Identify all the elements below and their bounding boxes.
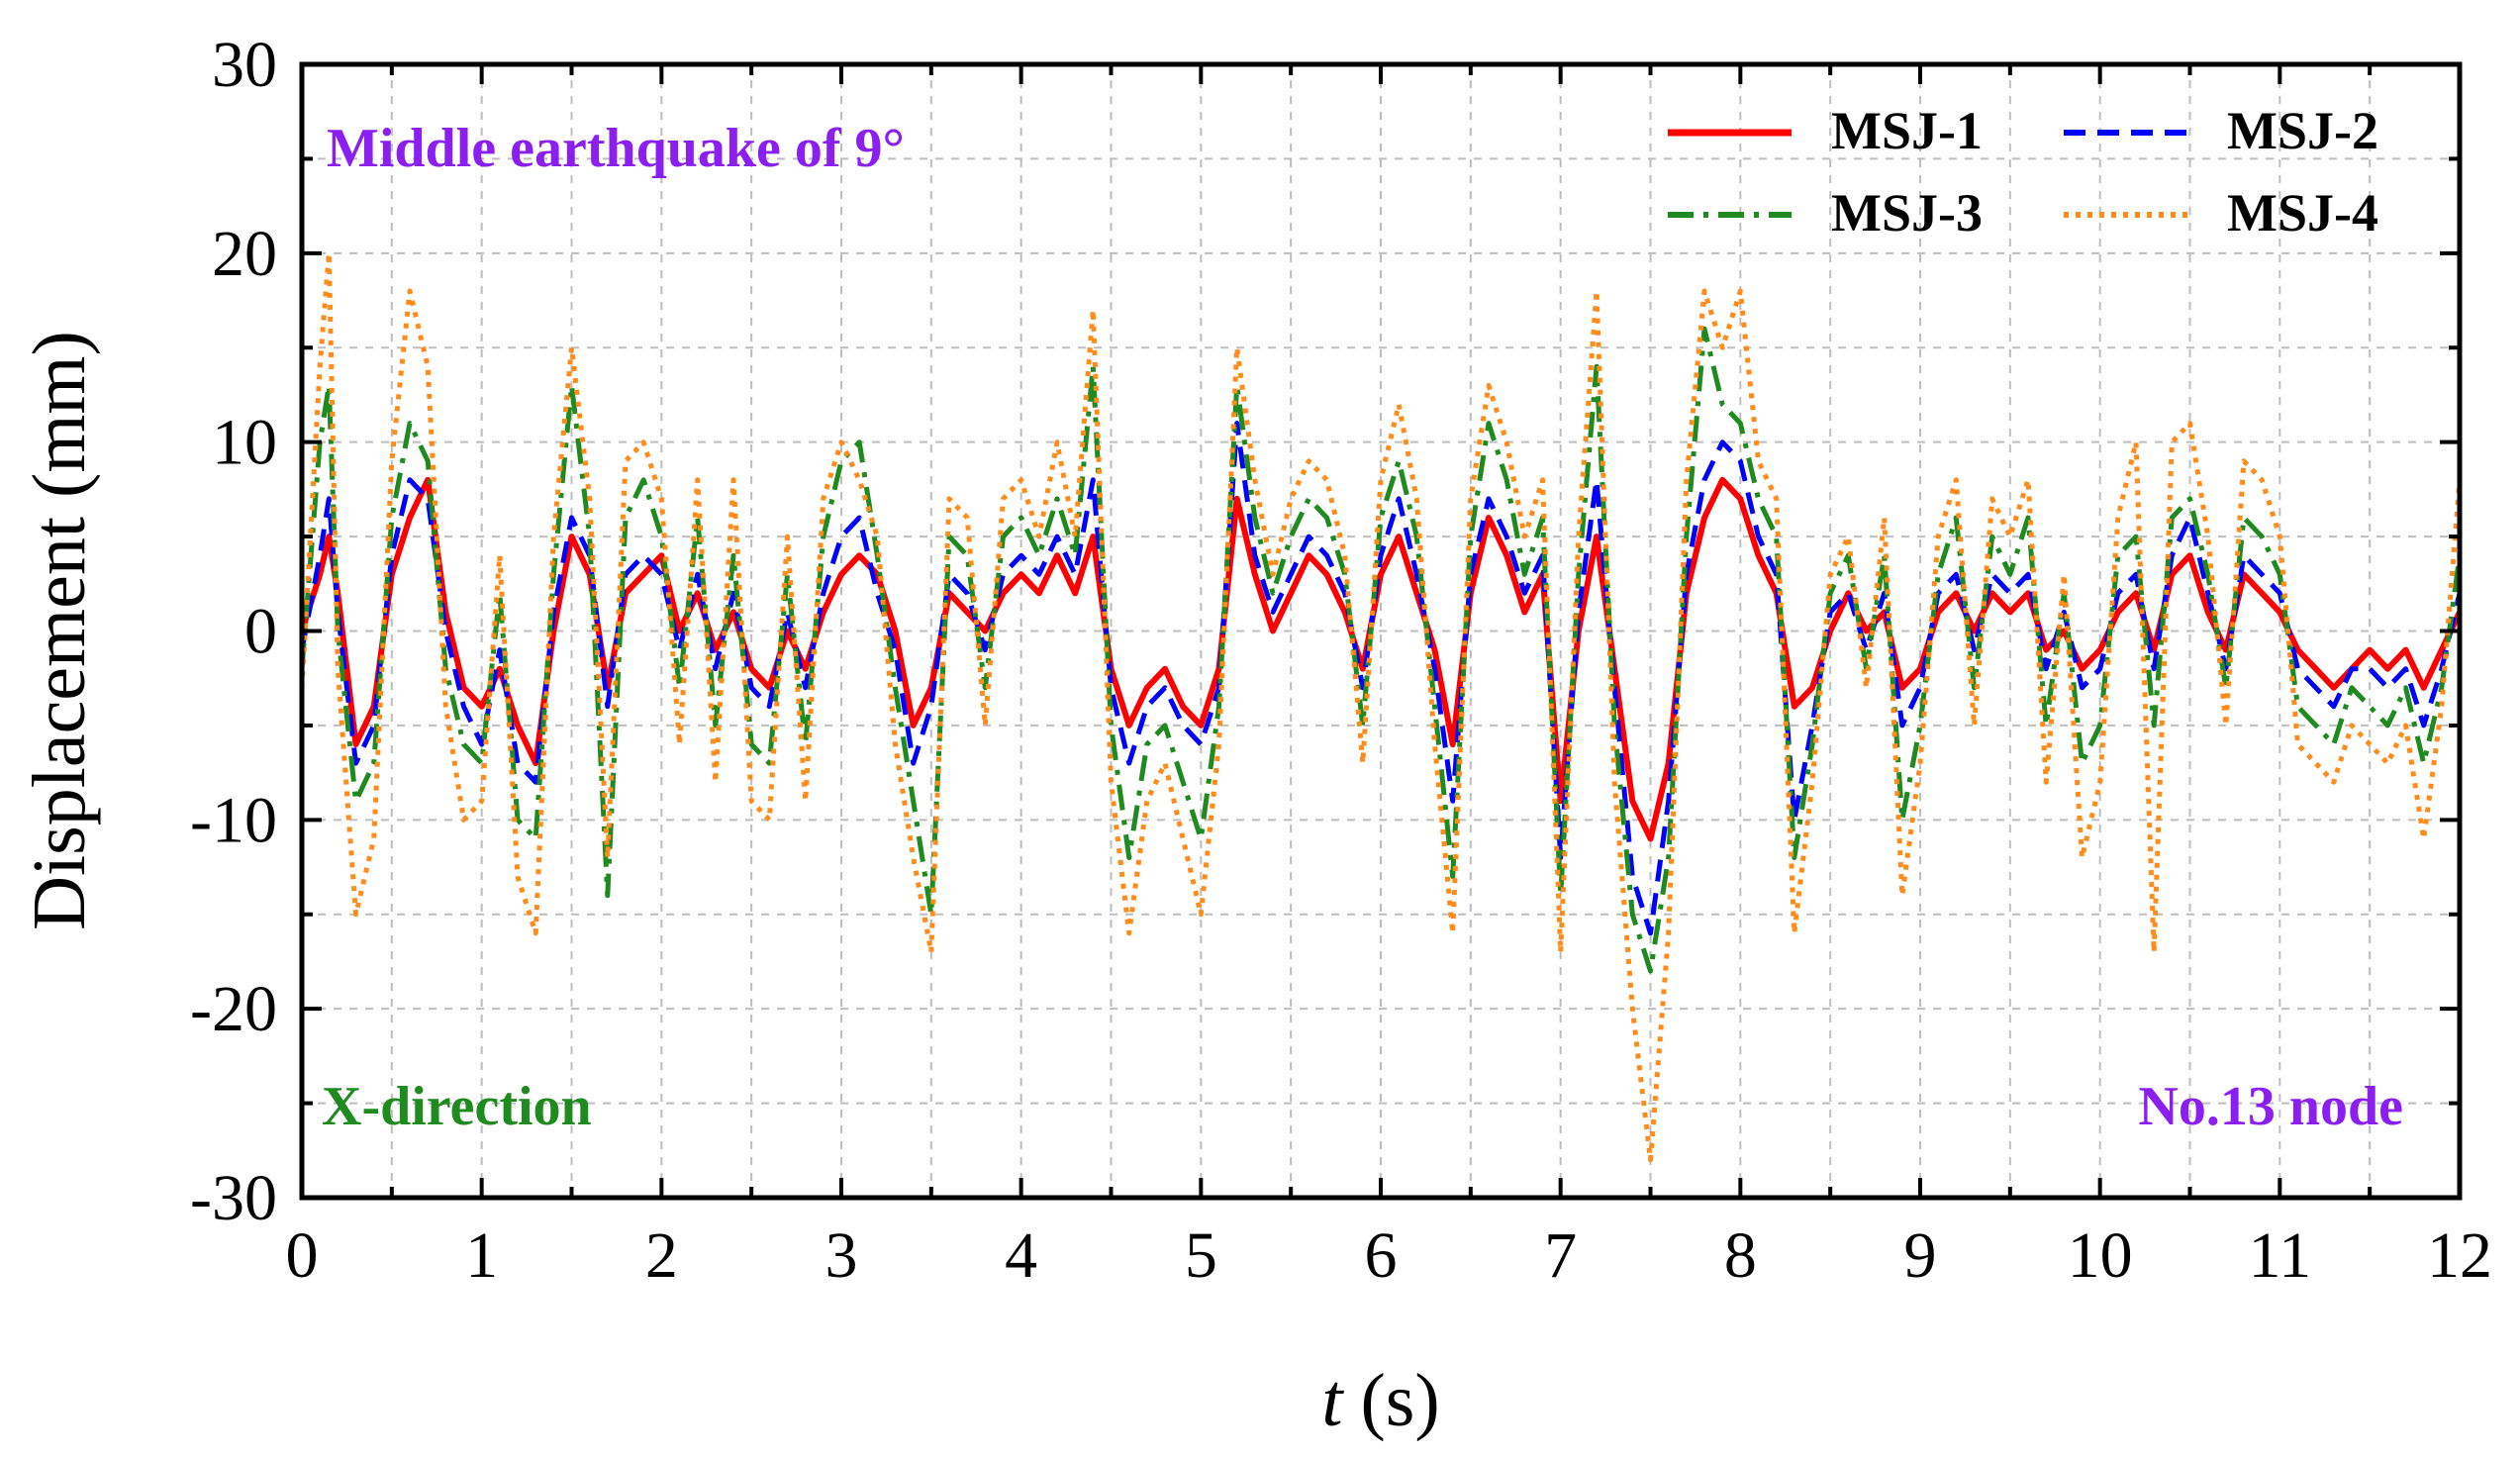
legend-label-msj-3: MSJ-3 [1831, 183, 1983, 243]
annotation-earthquake: Middle earthquake of 9° [327, 118, 905, 179]
y-tick-label: 30 [212, 29, 277, 101]
legend-label-msj-2: MSJ-2 [2227, 101, 2378, 160]
x-axis-title: t (s) [1321, 1359, 1439, 1442]
x-tick-label: 11 [2249, 1219, 2312, 1292]
y-tick-label: -30 [190, 1162, 277, 1234]
x-tick-label: 6 [1365, 1219, 1398, 1292]
y-tick-label: -10 [190, 784, 277, 856]
x-tick-label: 10 [2068, 1219, 2133, 1292]
legend-label-msj-4: MSJ-4 [2227, 183, 2378, 243]
axis-ticks [300, 62, 2462, 1200]
y-axis-title: Displacement (mm) [18, 331, 101, 930]
x-tick-label: 0 [286, 1219, 319, 1292]
x-axis-unit: (s) [1360, 1359, 1439, 1442]
x-tick-label: 12 [2427, 1219, 2492, 1292]
series-line-msj-4 [302, 250, 2460, 1163]
legend: MSJ-1 MSJ-2 MSJ-3 MSJ-4 [1668, 101, 2378, 243]
legend-label-msj-1: MSJ-1 [1831, 101, 1983, 160]
x-tick-label: 8 [1724, 1219, 1757, 1292]
series-lines [302, 250, 2460, 1163]
series-line-msj-3 [302, 326, 2460, 974]
annotation-node: No.13 node [2138, 1076, 2403, 1137]
x-tick-label: 1 [465, 1219, 498, 1292]
x-tick-label: 3 [825, 1219, 858, 1292]
x-axis-variable: t [1321, 1359, 1344, 1442]
annotation-direction: X-direction [322, 1076, 592, 1137]
series-line-msj-2 [302, 421, 2460, 936]
grid-lines [302, 64, 2460, 1198]
y-tick-label: 0 [244, 596, 277, 668]
x-tick-label: 2 [645, 1219, 678, 1292]
x-tick-label: 4 [1005, 1219, 1037, 1292]
x-tick-label: 9 [1904, 1219, 1937, 1292]
x-tick-label: 7 [1544, 1219, 1577, 1292]
y-tick-label: 10 [212, 407, 277, 479]
x-tick-label: 5 [1185, 1219, 1217, 1292]
y-tick-label: 20 [212, 218, 277, 290]
y-tick-label: -20 [190, 973, 277, 1045]
